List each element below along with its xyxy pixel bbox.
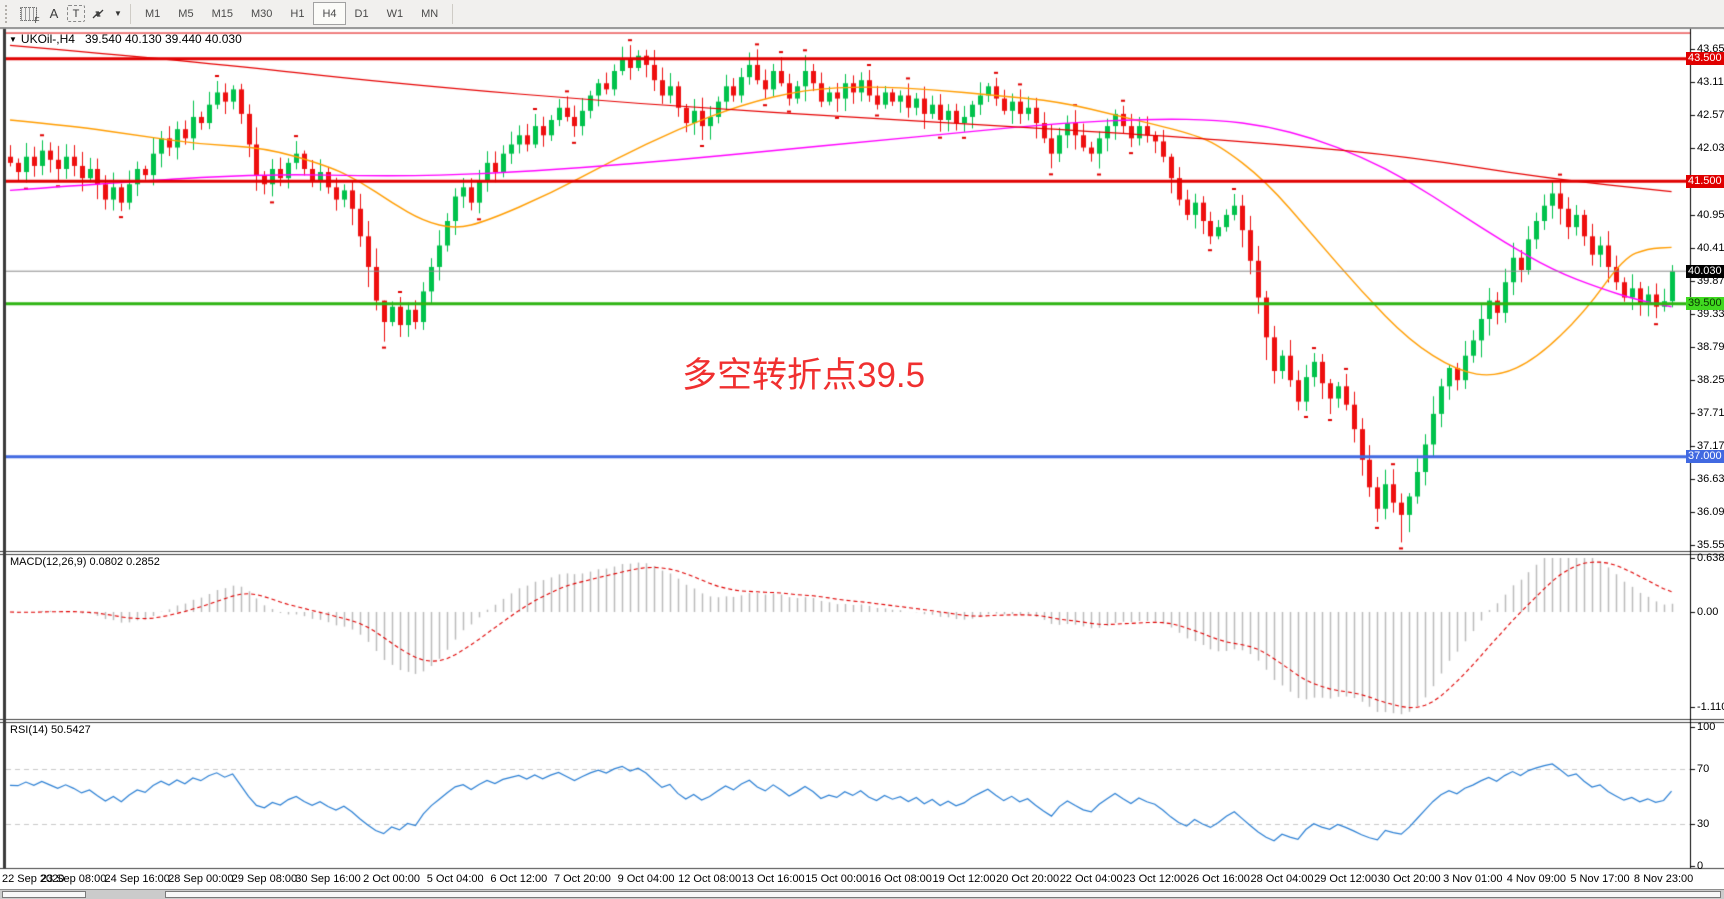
price-tag-43.500: 43.500 <box>1686 52 1724 66</box>
date-label-3: 28 Sep 00:00 <box>168 873 234 885</box>
date-label-11: 12 Oct 08:00 <box>678 873 742 885</box>
price-tag-41.500: 41.500 <box>1686 174 1724 188</box>
date-label-4: 29 Sep 08:00 <box>231 873 298 885</box>
chevron-down-icon[interactable]: ▼ <box>9 35 17 44</box>
arrows-icon <box>92 9 104 18</box>
grid-icon: F <box>19 6 40 25</box>
price-tag-40.030: 40.030 <box>1686 264 1724 278</box>
date-label-14: 16 Oct 08:00 <box>868 873 932 885</box>
toolbar: F A T ▼ M1 M5 M15 M30 H1 H4 D1 W1 MN <box>0 0 1724 28</box>
price-tick-35.555: 35.555 <box>1697 539 1724 552</box>
price-tick-38.795: 38.795 <box>1697 340 1724 353</box>
price-tag-37.000: 37.000 <box>1686 450 1724 464</box>
chart-window: ▼ UKOil-,H4 39.540 40.130 39.440 40.030 MA… <box>0 28 1724 899</box>
scrollbar-thumb[interactable] <box>165 891 1721 898</box>
rsi-axis-70: 70 <box>1697 762 1710 775</box>
timeframe-button-M5[interactable]: M5 <box>178 7 194 20</box>
price-tick-39.875: 39.875 <box>1697 274 1724 287</box>
date-label-26: 8 Nov 23:00 <box>1633 873 1694 885</box>
macd-axis--1.1104: -1.1104 <box>1697 701 1724 714</box>
date-label-10: 9 Oct 04:00 <box>617 873 675 885</box>
price-tag-39.500: 39.500 <box>1686 297 1724 311</box>
price-tick-36.635: 36.635 <box>1697 473 1724 486</box>
price-tick-40.415: 40.415 <box>1697 241 1724 254</box>
date-label-8: 6 Oct 12:00 <box>490 873 548 885</box>
rsi-label: RSI(14) 50.5427 <box>10 724 91 736</box>
price-tick-37.175: 37.175 <box>1697 440 1724 452</box>
timeframe-group: M1 M5 M15 M30 H1 H4 D1 W1 MN <box>136 2 447 25</box>
date-label-13: 15 Oct 00:00 <box>805 873 869 885</box>
date-label-16: 20 Oct 20:00 <box>996 873 1060 885</box>
toolbar-separator <box>452 3 454 24</box>
date-label-25: 5 Nov 17:00 <box>1570 873 1630 885</box>
rsi-axis-100: 100 <box>1697 721 1716 733</box>
grid-properties-icon[interactable]: F <box>15 2 41 26</box>
price-tick-38.255: 38.255 <box>1697 373 1724 386</box>
timeframe-button-H4[interactable]: H4 <box>313 2 346 25</box>
date-label-17: 22 Oct 04:00 <box>1059 873 1123 885</box>
rsi-axis-0: 0 <box>1697 860 1704 872</box>
symbol-title: ▼ UKOil-,H4 39.540 40.130 39.440 40.030 <box>9 32 242 46</box>
date-label-2: 24 Sep 16:00 <box>104 873 170 885</box>
timeframe-button-D1[interactable]: D1 <box>354 7 369 20</box>
date-label-23: 3 Nov 01:00 <box>1443 873 1503 885</box>
scrollbar-thumb-left[interactable] <box>2 891 86 898</box>
timeframe-button-MN[interactable]: MN <box>421 7 439 20</box>
price-tick-43.115: 43.115 <box>1697 76 1724 89</box>
objects-dropdown-caret[interactable]: ▼ <box>114 9 122 18</box>
font-a-icon[interactable]: A <box>49 6 59 21</box>
timeframe-button-W1[interactable]: W1 <box>386 7 404 20</box>
annotation-text: 多空转折点39.5 <box>682 356 926 395</box>
arrows-objects-icon[interactable] <box>85 2 111 26</box>
symbol-period-label: UKOil-,H4 <box>20 32 75 46</box>
macd-label: MACD(12,26,9) 0.0802 0.2852 <box>10 556 160 568</box>
date-label-18: 23 Oct 12:00 <box>1123 873 1187 885</box>
macd-axis-0.00: 0.00 <box>1697 606 1719 618</box>
price-tick-42.035: 42.035 <box>1697 142 1724 155</box>
timeframe-button-M1[interactable]: M1 <box>145 7 161 20</box>
price-tick-36.095: 36.095 <box>1697 506 1724 519</box>
horizontal-scrollbar[interactable] <box>0 889 1724 899</box>
date-label-21: 29 Oct 12:00 <box>1314 873 1378 885</box>
rsi-axis-30: 30 <box>1697 818 1710 831</box>
timeframe-button-H1[interactable]: H1 <box>290 7 305 20</box>
date-label-6: 2 Oct 00:00 <box>363 873 421 885</box>
date-label-19: 26 Oct 16:00 <box>1186 873 1250 885</box>
price-tick-42.575: 42.575 <box>1697 109 1724 122</box>
date-label-9: 7 Oct 20:00 <box>553 873 611 885</box>
toolbar-separator <box>130 3 131 24</box>
date-label-22: 30 Oct 20:00 <box>1377 873 1441 885</box>
toolbar-grip[interactable] <box>5 4 11 23</box>
timeframe-button-M15[interactable]: M15 <box>211 7 233 20</box>
ohlc-values: 39.540 40.130 39.440 40.030 <box>84 32 242 46</box>
price-tick-37.715: 37.715 <box>1697 406 1724 419</box>
price-tick-39.335: 39.335 <box>1697 307 1724 320</box>
macd-axis-0.6386: 0.6386 <box>1697 552 1724 564</box>
date-label-15: 19 Oct 12:00 <box>932 873 996 885</box>
date-label-24: 4 Nov 09:00 <box>1506 873 1567 885</box>
date-label-5: 30 Sep 16:00 <box>295 873 361 885</box>
chart-canvas[interactable] <box>0 28 1724 890</box>
date-label-7: 5 Oct 04:00 <box>426 873 484 885</box>
date-label-12: 13 Oct 16:00 <box>741 873 805 885</box>
price-tick-40.955: 40.955 <box>1697 208 1724 221</box>
date-label-20: 28 Oct 04:00 <box>1250 873 1314 885</box>
text-label-icon[interactable]: T <box>67 5 85 22</box>
timeframe-button-M30[interactable]: M30 <box>250 7 273 20</box>
date-label-0: 22 Sep 2020 <box>2 873 65 885</box>
date-label-1: 23 Sep 08:00 <box>40 873 107 885</box>
